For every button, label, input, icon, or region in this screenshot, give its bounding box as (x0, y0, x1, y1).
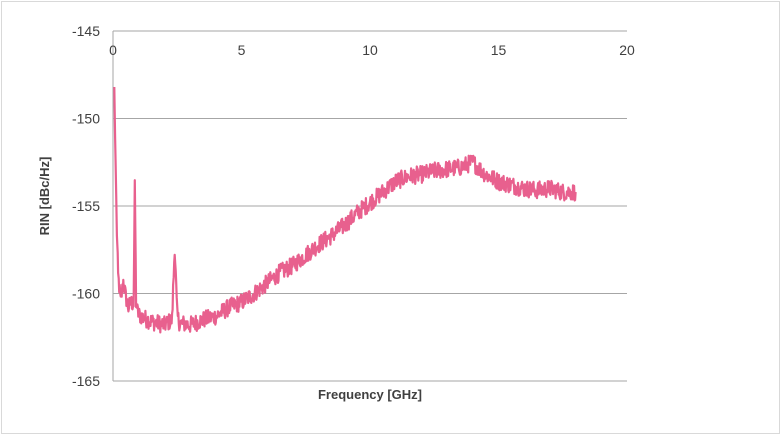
x-axis-title: Frequency [GHz] (318, 387, 422, 402)
y-tick-label: -150 (72, 111, 100, 127)
y-tick-label: -160 (72, 286, 100, 302)
x-tick-labels: 0 5 10 15 20 (109, 42, 635, 58)
y-tick-label: -145 (72, 23, 100, 39)
y-tick-labels: -145 -150 -155 -160 -165 (72, 23, 100, 389)
series-lines (113, 86, 577, 334)
x-tick-label: 0 (109, 42, 117, 58)
y-axis-title: RIN [dBc/Hz] (37, 157, 52, 236)
x-tick-label: 5 (238, 42, 246, 58)
x-tick-label: 10 (362, 42, 378, 58)
y-tick-label: -155 (72, 198, 100, 214)
x-tick-label: 15 (491, 42, 507, 58)
x-tick-label: 20 (619, 42, 635, 58)
gridlines (112, 30, 627, 382)
y-tick-label: -165 (72, 373, 100, 389)
series-line-rin (113, 86, 577, 334)
